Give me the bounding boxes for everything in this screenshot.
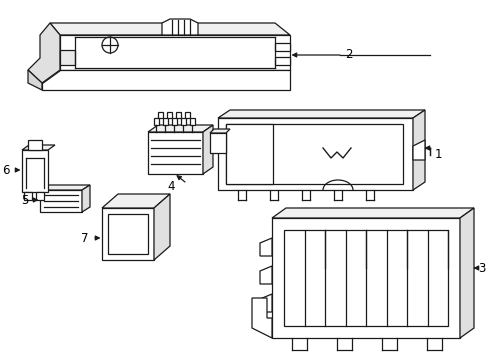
Polygon shape [40, 185, 90, 190]
Text: 3: 3 [478, 261, 486, 274]
Polygon shape [275, 43, 290, 51]
Polygon shape [413, 140, 425, 160]
Polygon shape [148, 125, 213, 132]
Text: 2: 2 [345, 49, 352, 62]
Bar [108, 214, 148, 254]
Bar [163, 118, 168, 125]
Bar [190, 118, 195, 125]
Polygon shape [22, 145, 55, 150]
Bar [22, 150, 48, 192]
Polygon shape [413, 110, 425, 190]
Bar [226, 124, 403, 184]
Polygon shape [260, 266, 272, 284]
Polygon shape [162, 19, 198, 35]
Polygon shape [82, 185, 90, 212]
Polygon shape [210, 129, 230, 133]
Text: 7: 7 [80, 231, 88, 244]
Bar [272, 218, 460, 338]
Polygon shape [102, 194, 170, 208]
Polygon shape [28, 140, 42, 150]
Polygon shape [42, 70, 290, 90]
Polygon shape [210, 133, 226, 153]
Bar [154, 118, 159, 125]
Bar [40, 190, 82, 212]
Polygon shape [218, 110, 425, 118]
Bar [102, 208, 154, 260]
Text: 1: 1 [435, 148, 442, 162]
Polygon shape [28, 70, 42, 90]
Bar [167, 112, 172, 118]
Polygon shape [226, 124, 273, 184]
Bar [176, 112, 181, 118]
Polygon shape [272, 208, 474, 218]
Polygon shape [36, 192, 44, 200]
Polygon shape [50, 23, 290, 35]
Bar [172, 118, 177, 125]
Polygon shape [60, 35, 290, 70]
Polygon shape [275, 57, 290, 65]
Bar [148, 132, 203, 174]
Bar [158, 112, 163, 118]
Bar [284, 230, 448, 326]
Text: 5: 5 [21, 194, 28, 207]
Text: 6: 6 [2, 163, 10, 176]
Polygon shape [460, 208, 474, 338]
Polygon shape [28, 23, 60, 83]
Polygon shape [252, 298, 272, 338]
Polygon shape [60, 50, 75, 65]
Polygon shape [203, 125, 213, 174]
Polygon shape [24, 192, 32, 200]
Bar [181, 118, 186, 125]
Text: 4: 4 [168, 180, 175, 194]
Polygon shape [154, 194, 170, 260]
Bar [185, 112, 190, 118]
Bar [218, 118, 413, 190]
Polygon shape [260, 238, 272, 256]
Polygon shape [260, 294, 272, 312]
